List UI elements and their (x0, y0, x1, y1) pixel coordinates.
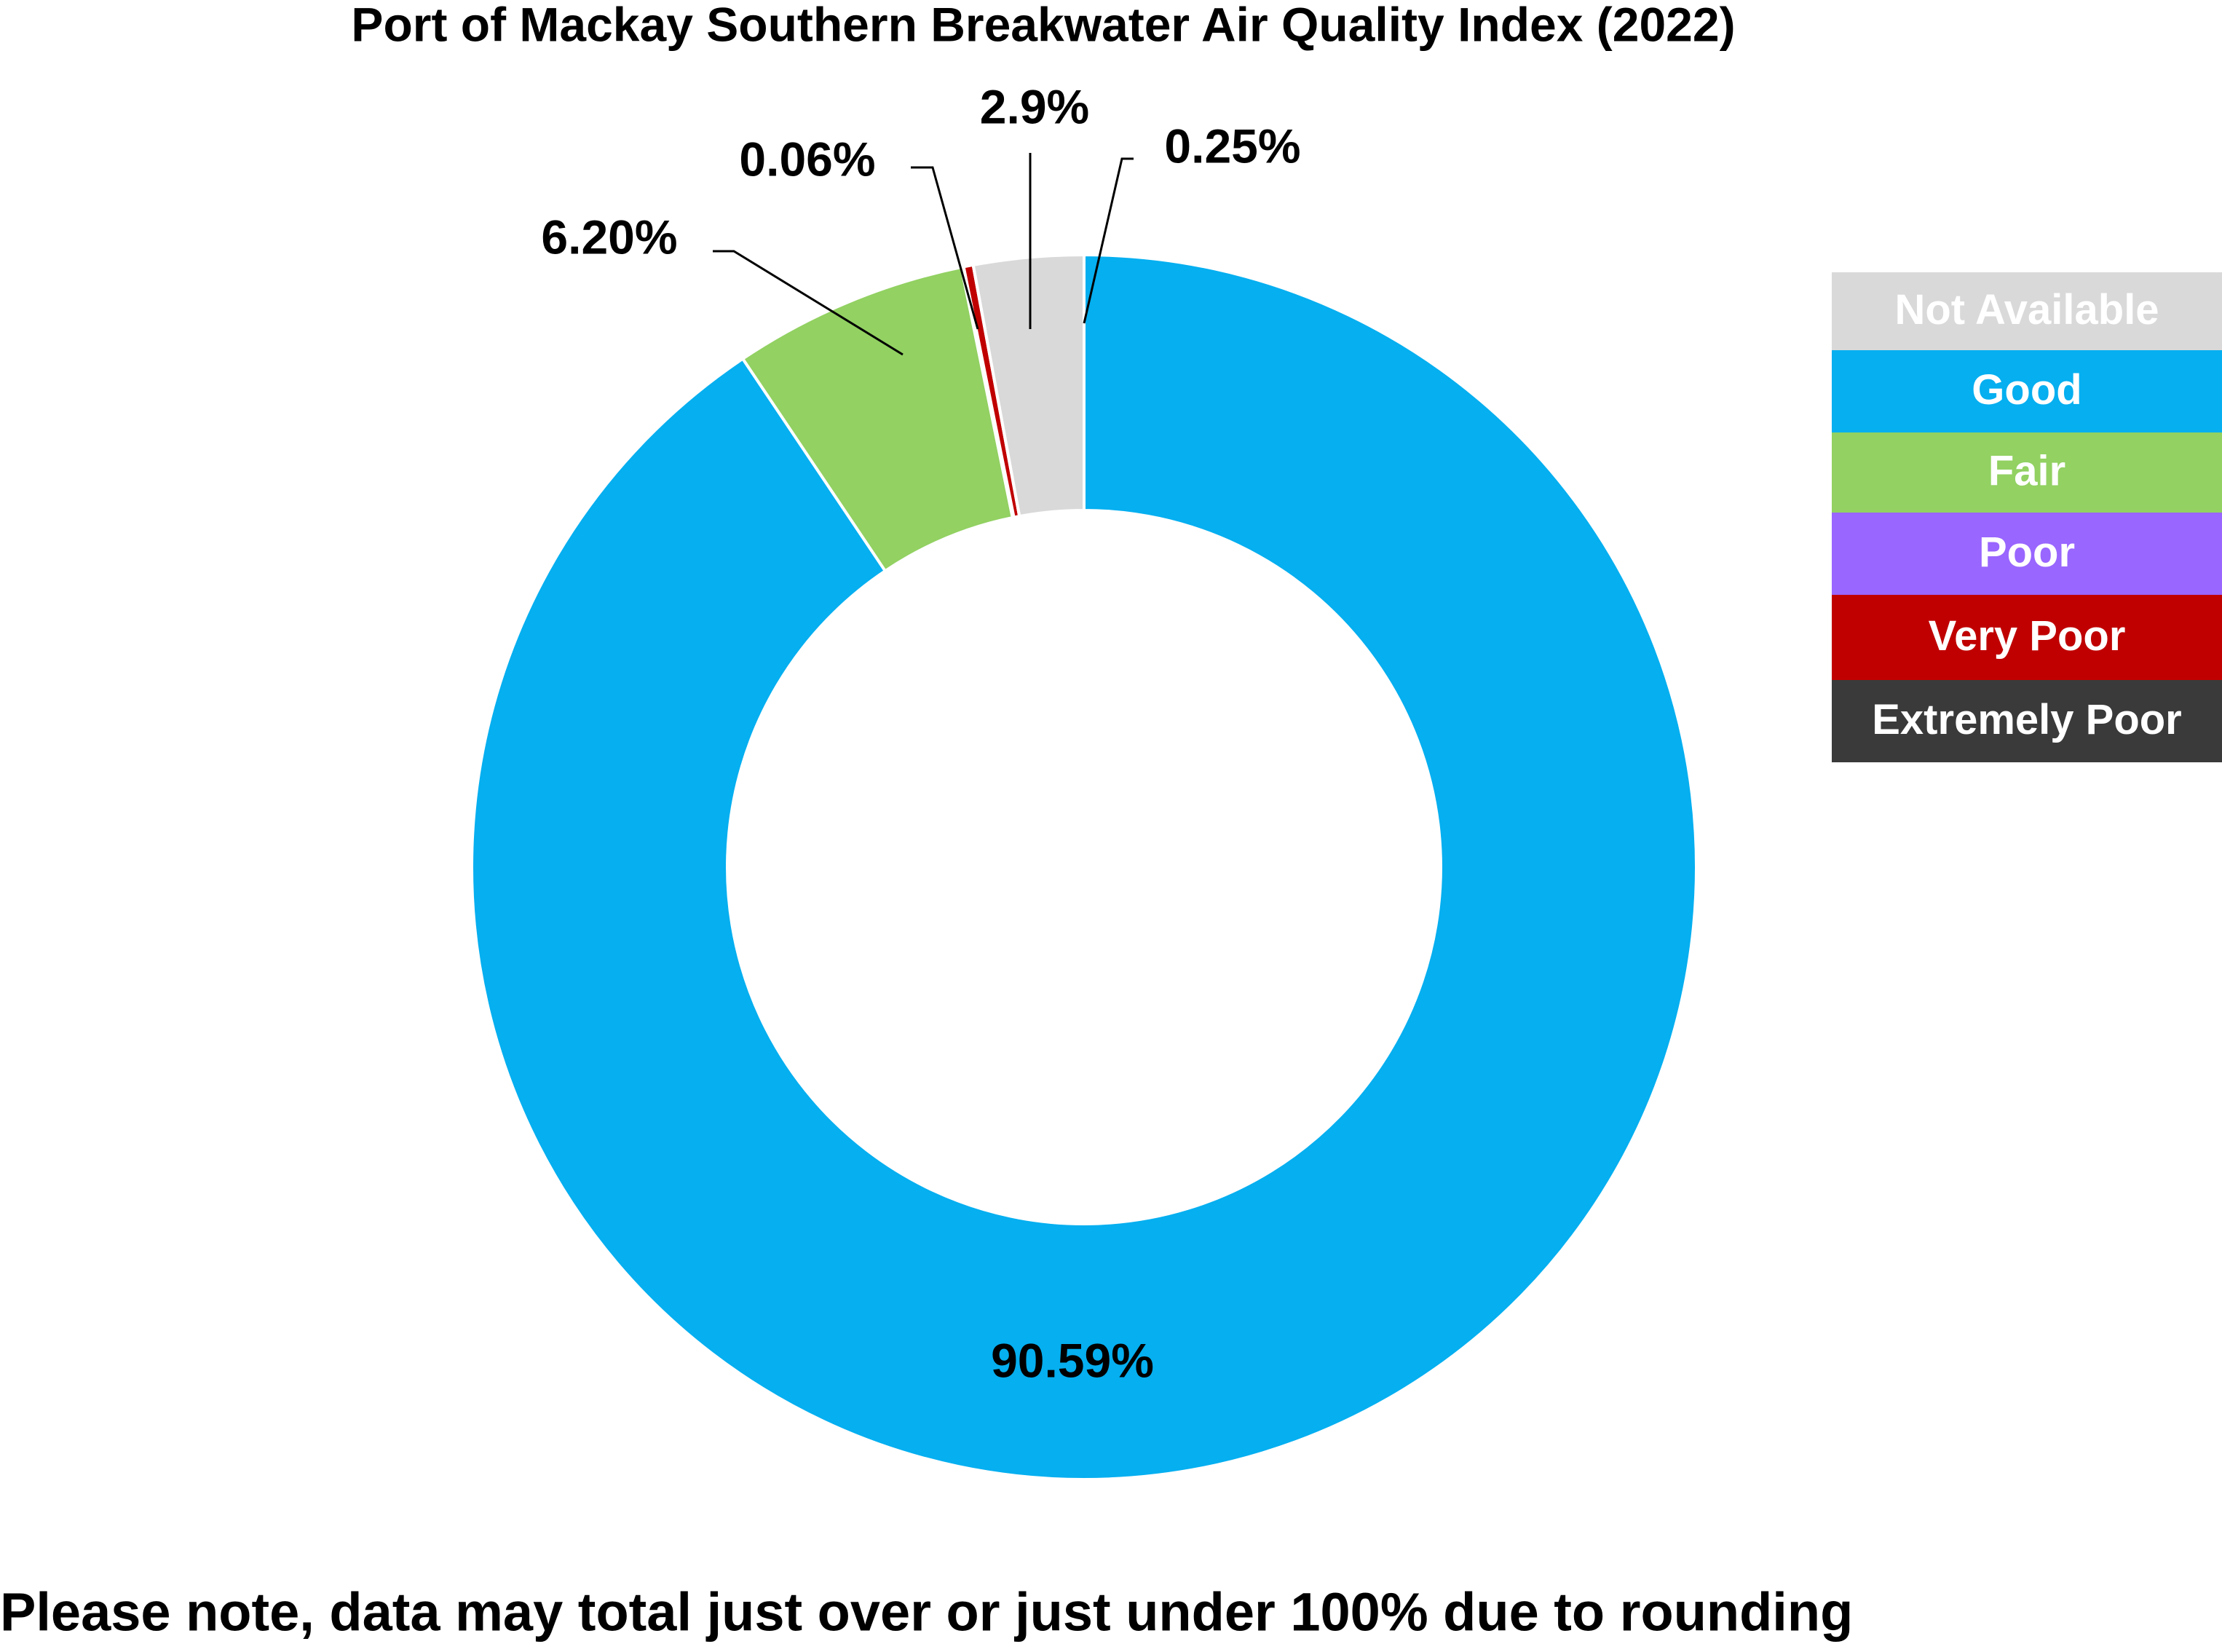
legend-label: Very Poor (1929, 612, 2126, 660)
legend-swatch (1832, 432, 2222, 513)
legend-label: Good (1972, 366, 2081, 414)
leader-line (1083, 157, 1134, 324)
legend-swatch (1832, 513, 2222, 595)
data-label: 0.06% (739, 132, 875, 186)
chart-title: Port of Mackay Southern Breakwater Air Q… (351, 0, 1735, 51)
data-label: 2.9% (980, 79, 1089, 133)
legend-swatch (1832, 272, 2222, 350)
note: Please note, data may total just over or… (0, 1582, 1853, 1643)
legend-label: Poor (1979, 529, 2075, 576)
legend-label: Not Available (1894, 286, 2159, 333)
legend-swatch (1832, 680, 2222, 762)
legend-swatch (1832, 350, 2222, 432)
leader-line (911, 166, 979, 330)
legend-swatch (1832, 595, 2222, 680)
legend-label: Fair (1988, 447, 2065, 494)
slice (470, 253, 1698, 1481)
leader-line (713, 250, 904, 356)
legend-label: Extremely Poor (1872, 696, 2182, 743)
data-label: 90.59% (991, 1333, 1154, 1387)
data-label: 0.25% (1164, 119, 1300, 173)
data-label: 6.20% (541, 210, 677, 264)
